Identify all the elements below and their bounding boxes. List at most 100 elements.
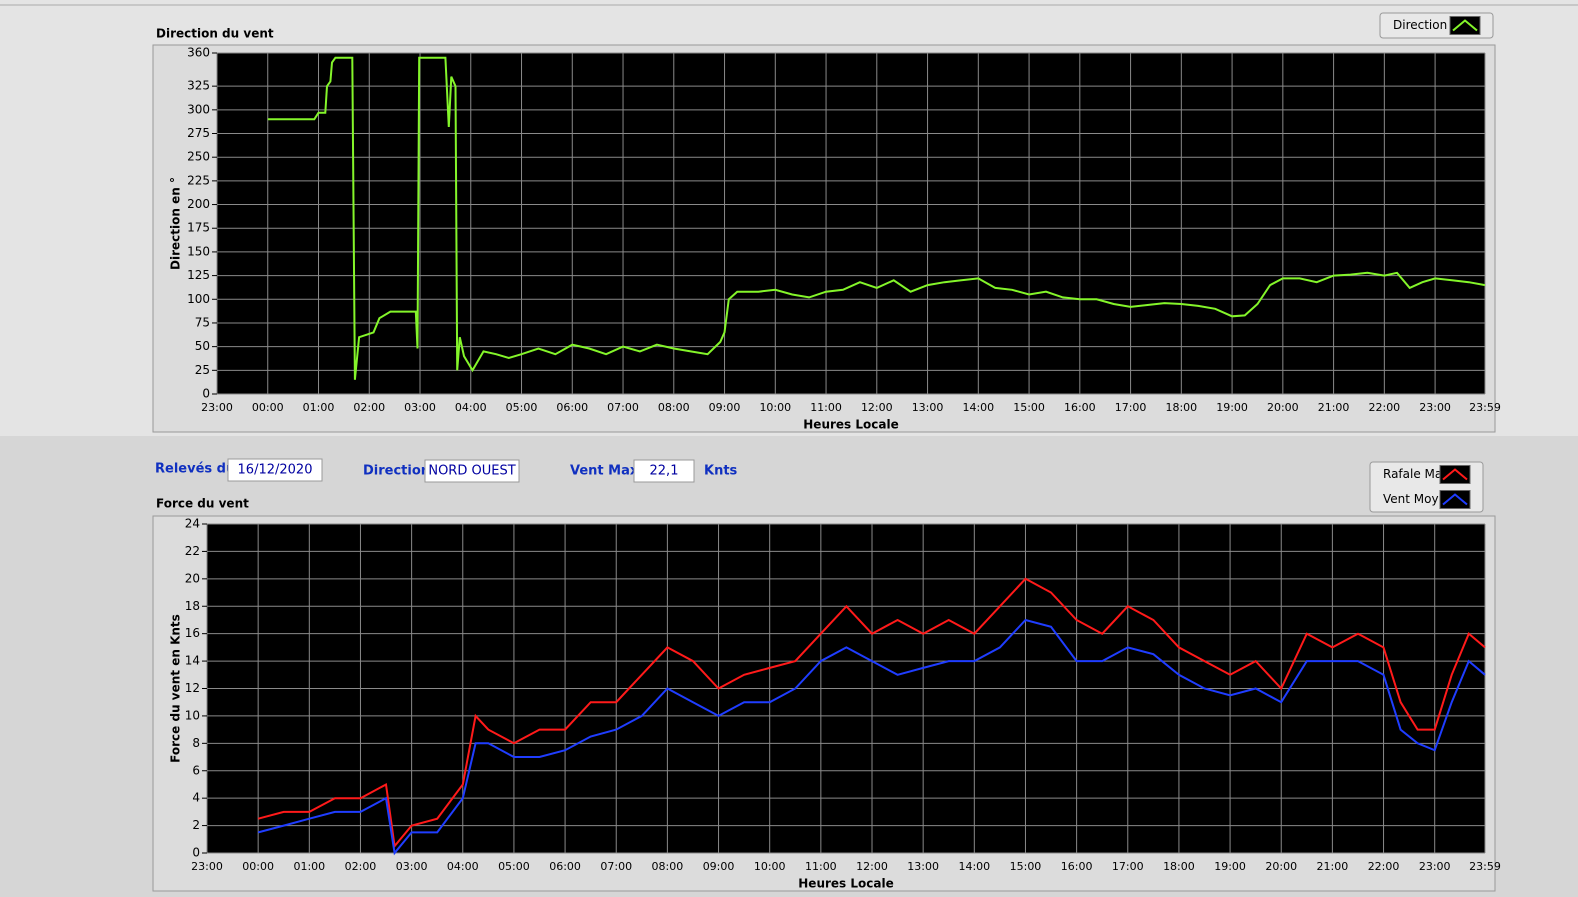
- max-label: Vent Max: [570, 464, 639, 479]
- legend-label: Rafale Max: [1383, 467, 1449, 481]
- x-tick-label: 18:00: [1163, 860, 1195, 873]
- y-tick-label: 300: [187, 102, 210, 116]
- x-tick-label: 11:00: [810, 401, 842, 414]
- x-tick-label: 17:00: [1115, 401, 1147, 414]
- y-tick-label: 4: [192, 791, 200, 805]
- x-tick-label: 01:00: [303, 401, 335, 414]
- x-tick-label: 23:00: [191, 860, 223, 873]
- legend-label: Vent Moy: [1383, 492, 1439, 506]
- legend-symbol: [1442, 493, 1468, 506]
- x-tick-label: 16:00: [1061, 860, 1093, 873]
- x-tick-label: 14:00: [962, 401, 994, 414]
- x-tick-label: 02:00: [345, 860, 377, 873]
- x-tick-label: 00:00: [242, 860, 274, 873]
- chart-title: Direction du vent: [156, 27, 274, 41]
- legend-swatch: [1439, 490, 1471, 509]
- y-axis-label: Force du vent en Knts: [169, 614, 183, 763]
- x-tick-label: 23:00: [1419, 860, 1451, 873]
- y-tick-label: 75: [195, 315, 210, 329]
- x-tick-label: 18:00: [1165, 401, 1197, 414]
- y-tick-label: 25: [195, 363, 210, 377]
- x-tick-label: 07:00: [600, 860, 632, 873]
- y-tick-label: 325: [187, 79, 210, 93]
- y-tick-label: 100: [187, 292, 210, 306]
- y-tick-label: 12: [185, 681, 200, 695]
- y-tick-label: 275: [187, 126, 210, 140]
- x-tick-label: 13:00: [912, 401, 944, 414]
- y-tick-label: 360: [187, 46, 210, 60]
- direction-value: NORD OUEST: [428, 464, 515, 479]
- x-tick-label: 20:00: [1265, 860, 1297, 873]
- direction-label: Direction: [363, 464, 430, 479]
- legend-label: Direction: [1393, 18, 1447, 32]
- y-tick-label: 175: [187, 221, 210, 235]
- x-tick-label: 05:00: [498, 860, 530, 873]
- x-tick-label: 23:00: [1419, 401, 1451, 414]
- series-line: [257, 577, 1486, 849]
- date-label: Relevés du: [155, 462, 235, 477]
- legend-swatch: [1449, 16, 1481, 35]
- x-tick-label: 23:59: [1469, 860, 1501, 873]
- y-tick-label: 150: [187, 244, 210, 258]
- y-tick-label: 14: [185, 654, 200, 668]
- x-tick-label: 15:00: [1013, 401, 1045, 414]
- x-tick-label: 10:00: [754, 860, 786, 873]
- x-tick-label: 09:00: [703, 860, 735, 873]
- x-tick-label: 11:00: [805, 860, 837, 873]
- y-tick-label: 22: [185, 544, 200, 558]
- x-tick-label: 21:00: [1317, 860, 1349, 873]
- x-tick-label: 23:00: [201, 401, 233, 414]
- y-axis-label: Direction en °: [169, 177, 183, 270]
- x-tick-label: 17:00: [1112, 860, 1144, 873]
- max-value: 22,1: [650, 464, 679, 479]
- series-line: [257, 618, 1486, 856]
- y-tick-label: 8: [192, 736, 200, 750]
- y-tick-label: 225: [187, 173, 210, 187]
- y-tick-label: 125: [187, 268, 210, 282]
- x-tick-label: 06:00: [549, 860, 581, 873]
- date-field[interactable]: [227, 458, 323, 482]
- x-tick-label: 13:00: [907, 860, 939, 873]
- x-tick-label: 12:00: [856, 860, 888, 873]
- legend-swatch: [1439, 465, 1471, 484]
- x-tick-label: 19:00: [1214, 860, 1246, 873]
- x-tick-label: 12:00: [861, 401, 893, 414]
- x-tick-label: 01:00: [293, 860, 325, 873]
- x-tick-label: 04:00: [455, 401, 487, 414]
- y-tick-label: 16: [185, 626, 200, 640]
- y-tick-label: 0: [192, 846, 200, 860]
- x-tick-label: 06:00: [556, 401, 588, 414]
- date-value: 16/12/2020: [238, 463, 313, 478]
- x-tick-label: 14:00: [958, 860, 990, 873]
- y-tick-label: 10: [185, 708, 200, 722]
- chart-title: Force du vent: [156, 497, 249, 511]
- x-tick-label: 02:00: [353, 401, 385, 414]
- y-tick-label: 18: [185, 599, 200, 613]
- plot-area: [217, 53, 1485, 394]
- y-tick-label: 200: [187, 197, 210, 211]
- direction-field[interactable]: [424, 459, 520, 483]
- legend-symbol: [1442, 468, 1468, 481]
- x-tick-label: 22:00: [1368, 860, 1400, 873]
- x-tick-label: 22:00: [1368, 401, 1400, 414]
- y-tick-label: 20: [185, 571, 200, 585]
- x-tick-label: 04:00: [447, 860, 479, 873]
- y-tick-label: 0: [202, 387, 210, 401]
- legend-symbol: [1452, 19, 1478, 32]
- max-field[interactable]: [633, 459, 695, 483]
- x-axis-label: Heures Locale: [798, 877, 893, 891]
- x-tick-label: 00:00: [252, 401, 284, 414]
- x-tick-label: 10:00: [759, 401, 791, 414]
- x-axis-label: Heures Locale: [803, 418, 898, 432]
- y-tick-label: 250: [187, 150, 210, 164]
- x-tick-label: 15:00: [1010, 860, 1042, 873]
- x-tick-label: 08:00: [652, 860, 684, 873]
- x-tick-label: 03:00: [404, 401, 436, 414]
- max-unit: Knts: [704, 464, 738, 479]
- series-line: [267, 56, 1486, 380]
- y-tick-label: 50: [195, 339, 210, 353]
- x-tick-label: 19:00: [1216, 401, 1248, 414]
- x-tick-label: 07:00: [607, 401, 639, 414]
